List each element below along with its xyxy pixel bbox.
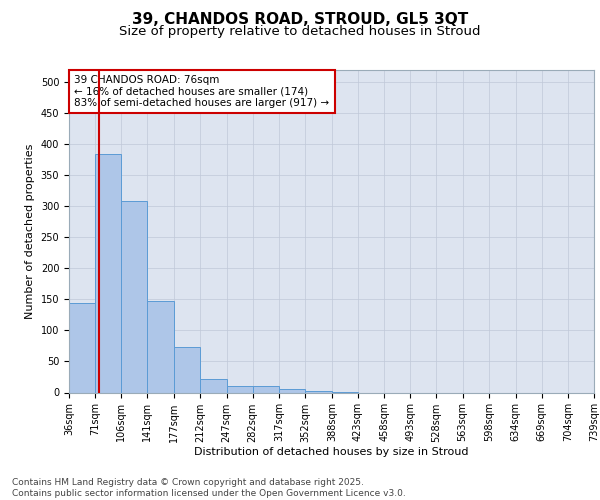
Bar bbox=[148, 300, 174, 392]
Bar bbox=[174, 347, 200, 393]
Bar bbox=[253, 386, 279, 392]
Text: Size of property relative to detached houses in Stroud: Size of property relative to detached ho… bbox=[119, 25, 481, 38]
Bar bbox=[95, 154, 121, 392]
Text: 39 CHANDOS ROAD: 76sqm
← 16% of detached houses are smaller (174)
83% of semi-de: 39 CHANDOS ROAD: 76sqm ← 16% of detached… bbox=[74, 75, 329, 108]
X-axis label: Distribution of detached houses by size in Stroud: Distribution of detached houses by size … bbox=[194, 447, 469, 457]
Bar bbox=[279, 390, 305, 392]
Bar bbox=[200, 379, 227, 392]
Bar bbox=[121, 202, 148, 392]
Bar bbox=[227, 386, 253, 392]
Text: 39, CHANDOS ROAD, STROUD, GL5 3QT: 39, CHANDOS ROAD, STROUD, GL5 3QT bbox=[132, 12, 468, 28]
Y-axis label: Number of detached properties: Number of detached properties bbox=[25, 144, 35, 319]
Text: Contains HM Land Registry data © Crown copyright and database right 2025.
Contai: Contains HM Land Registry data © Crown c… bbox=[12, 478, 406, 498]
Bar bbox=[69, 302, 95, 392]
